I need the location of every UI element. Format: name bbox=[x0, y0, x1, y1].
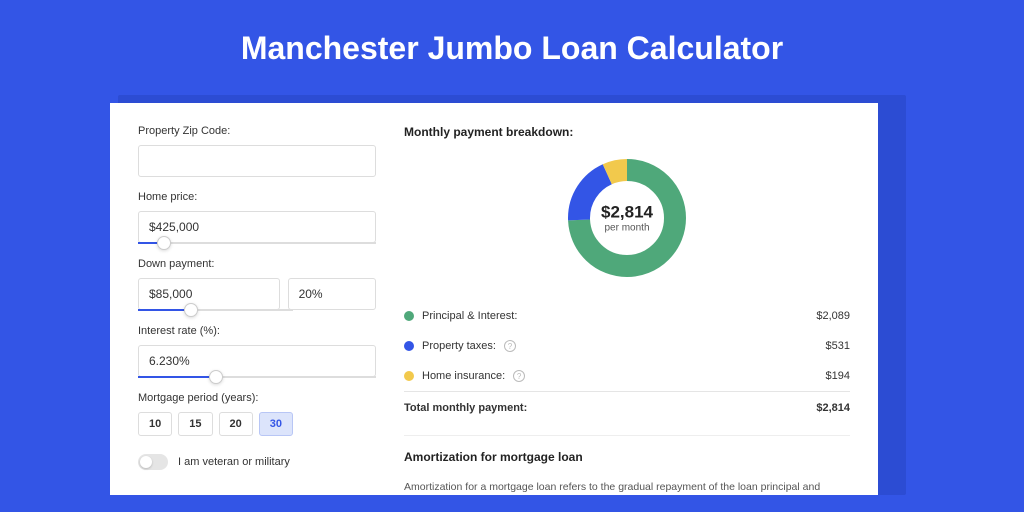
home-price-field-group: Home price: bbox=[138, 191, 376, 244]
legend-value-principal: $2,089 bbox=[816, 310, 850, 322]
card-shadow: Property Zip Code: Home price: Down paym… bbox=[118, 95, 906, 495]
legend-value-taxes: $531 bbox=[826, 340, 850, 352]
zip-input[interactable] bbox=[138, 145, 376, 177]
home-price-slider-thumb[interactable] bbox=[157, 236, 171, 250]
interest-rate-slider[interactable] bbox=[138, 376, 376, 378]
interest-rate-field-group: Interest rate (%): bbox=[138, 325, 376, 378]
legend-row-insurance: Home insurance: ? $194 bbox=[404, 361, 850, 391]
veteran-toggle-row: I am veteran or military bbox=[138, 454, 376, 470]
legend-dot-taxes bbox=[404, 341, 414, 351]
amortization-text: Amortization for a mortgage loan refers … bbox=[404, 480, 850, 495]
down-payment-field-group: Down payment: bbox=[138, 258, 376, 311]
breakdown-heading: Monthly payment breakdown: bbox=[404, 125, 850, 139]
veteran-toggle-label: I am veteran or military bbox=[178, 456, 290, 468]
legend-row-taxes: Property taxes: ? $531 bbox=[404, 331, 850, 361]
legend-label-principal: Principal & Interest: bbox=[422, 310, 517, 322]
form-column: Property Zip Code: Home price: Down paym… bbox=[138, 125, 376, 495]
calculator-card: Property Zip Code: Home price: Down paym… bbox=[110, 103, 878, 495]
period-btn-15[interactable]: 15 bbox=[178, 412, 212, 436]
legend-label-insurance: Home insurance: bbox=[422, 370, 505, 382]
donut-sub: per month bbox=[601, 223, 653, 234]
donut-chart-wrap: $2,814 per month bbox=[404, 155, 850, 281]
down-payment-percent-input[interactable] bbox=[288, 278, 376, 310]
down-payment-amount-input[interactable] bbox=[138, 278, 280, 310]
zip-field-group: Property Zip Code: bbox=[138, 125, 376, 177]
amortization-section: Amortization for mortgage loan Amortizat… bbox=[404, 435, 850, 495]
veteran-toggle-knob bbox=[140, 456, 152, 468]
page-title: Manchester Jumbo Loan Calculator bbox=[0, 30, 1024, 67]
period-btn-30[interactable]: 30 bbox=[259, 412, 293, 436]
info-icon[interactable]: ? bbox=[504, 340, 516, 352]
mortgage-period-label: Mortgage period (years): bbox=[138, 392, 376, 404]
interest-rate-slider-thumb[interactable] bbox=[209, 370, 223, 384]
amortization-heading: Amortization for mortgage loan bbox=[404, 450, 850, 464]
donut-center: $2,814 per month bbox=[601, 203, 653, 234]
donut-amount: $2,814 bbox=[601, 203, 653, 223]
breakdown-column: Monthly payment breakdown: $2,814 bbox=[404, 125, 850, 495]
mortgage-period-buttons: 10 15 20 30 bbox=[138, 412, 376, 436]
interest-rate-label: Interest rate (%): bbox=[138, 325, 376, 337]
legend-row-total: Total monthly payment: $2,814 bbox=[404, 391, 850, 423]
donut-chart: $2,814 per month bbox=[564, 155, 690, 281]
legend-label-total: Total monthly payment: bbox=[404, 402, 527, 414]
home-price-label: Home price: bbox=[138, 191, 376, 203]
legend-row-principal: Principal & Interest: $2,089 bbox=[404, 301, 850, 331]
home-price-input[interactable] bbox=[138, 211, 376, 243]
veteran-toggle[interactable] bbox=[138, 454, 168, 470]
legend-dot-insurance bbox=[404, 371, 414, 381]
legend-value-insurance: $194 bbox=[826, 370, 850, 382]
period-btn-10[interactable]: 10 bbox=[138, 412, 172, 436]
period-btn-20[interactable]: 20 bbox=[219, 412, 253, 436]
info-icon[interactable]: ? bbox=[513, 370, 525, 382]
down-payment-label: Down payment: bbox=[138, 258, 376, 270]
legend-value-total: $2,814 bbox=[816, 402, 850, 414]
down-payment-slider[interactable] bbox=[138, 309, 293, 311]
mortgage-period-field-group: Mortgage period (years): 10 15 20 30 bbox=[138, 392, 376, 436]
zip-label: Property Zip Code: bbox=[138, 125, 376, 137]
legend-label-taxes: Property taxes: bbox=[422, 340, 496, 352]
legend-dot-principal bbox=[404, 311, 414, 321]
interest-rate-input[interactable] bbox=[138, 345, 376, 377]
home-price-slider[interactable] bbox=[138, 242, 376, 244]
down-payment-slider-thumb[interactable] bbox=[184, 303, 198, 317]
